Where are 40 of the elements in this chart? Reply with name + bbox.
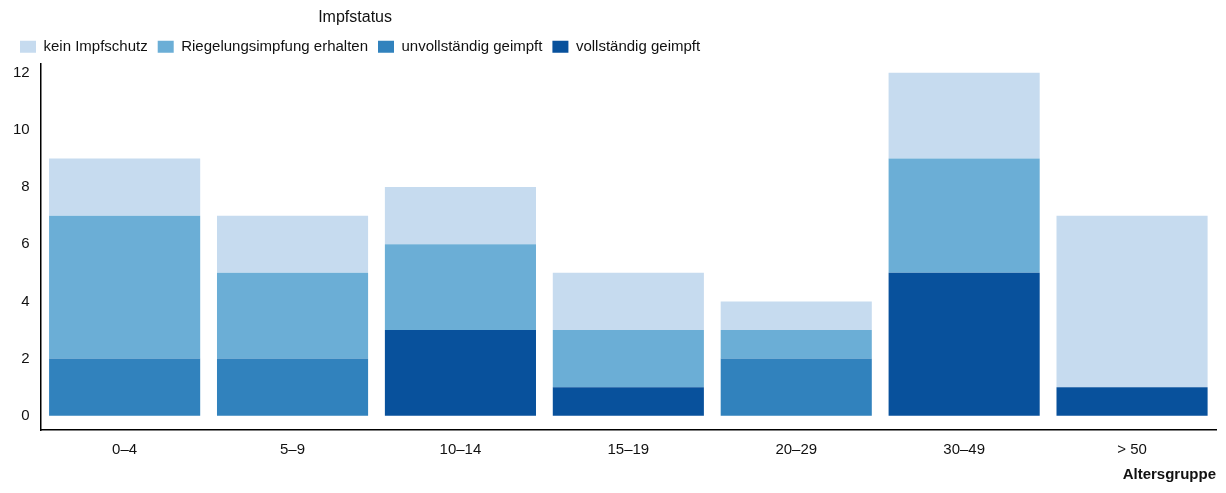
bar — [1056, 387, 1208, 416]
y-tick-label: 12 — [13, 62, 30, 80]
legend-title: Impfstatus — [318, 8, 392, 26]
bar — [384, 329, 536, 416]
x-tick-label: 15–19 — [607, 440, 650, 458]
bar — [1056, 215, 1208, 388]
x-tick-label: 30–49 — [943, 440, 986, 458]
bar — [720, 329, 872, 359]
bar — [49, 358, 201, 416]
bar — [888, 72, 1040, 159]
bar — [552, 272, 704, 330]
bar — [552, 387, 704, 416]
y-tick-label: 4 — [21, 291, 30, 309]
x-tick-label: 20–29 — [775, 440, 818, 458]
y-tick-label: 6 — [21, 234, 30, 252]
bar — [720, 358, 872, 416]
x-axis-title: Altersgruppe — [1122, 465, 1216, 483]
legend-label: Riegelungsimpfung erhalten — [181, 36, 369, 54]
x-tick-label: 10–14 — [439, 440, 482, 458]
legend-label: vollständig geimpft — [575, 36, 701, 54]
bar — [49, 158, 201, 216]
bar — [49, 215, 201, 359]
bar — [888, 158, 1040, 273]
bar — [216, 215, 369, 273]
bar — [384, 244, 536, 330]
bar — [552, 329, 704, 388]
y-tick-label: 10 — [13, 120, 30, 138]
legend-label: kein Impfschutz — [43, 36, 148, 54]
bar — [216, 272, 369, 359]
x-tick-label: 0–4 — [112, 440, 138, 458]
y-tick-label: 2 — [21, 348, 30, 366]
legend-label: unvollständig geimpft — [401, 36, 544, 54]
bar — [216, 358, 369, 416]
y-tick-label: 0 — [21, 405, 30, 423]
x-tick-label: 5–9 — [280, 440, 306, 458]
y-tick-label: 8 — [21, 177, 30, 195]
x-tick-label: > 50 — [1117, 440, 1147, 458]
bar — [888, 272, 1040, 416]
bar — [720, 301, 872, 330]
bar — [384, 187, 536, 245]
